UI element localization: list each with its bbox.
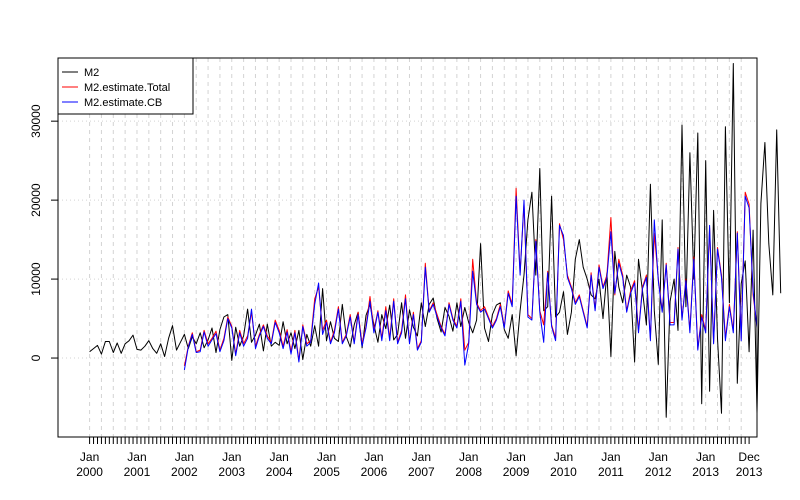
legend-box [57,57,194,115]
x-tick-label-month: Jan [222,450,241,464]
legend-label: M2.estimate.CB [84,97,162,109]
x-tick-label-month: Jan [127,450,146,464]
x-tick-label-year: 2010 [550,465,577,479]
x-tick-label-year: 2000 [76,465,103,479]
y-axis: 0 10000 20000 30000 [29,104,59,361]
x-axis: Jan2000Jan2001Jan2002Jan2003Jan2004Jan20… [76,436,763,479]
x-tick-label-month: Jan [269,450,288,464]
x-tick-label-month: Jan [506,450,525,464]
x-tick-label-year: 2011 [598,465,624,479]
y-tick-label: 30000 [29,104,43,138]
x-tick-label-year: 2013 [692,465,719,479]
x-tick-label-month: Jan [696,450,715,464]
x-tick-label-month: Jan [175,450,194,464]
x-tick-label-year: 2008 [455,465,482,479]
x-tick-label-year: 2009 [503,465,530,479]
series-line-m2-estimate-cb [183,195,758,370]
x-tick-label-year: 2012 [645,465,672,479]
x-tick-label-month: Jan [364,450,383,464]
x-tick-label-month: Jan [317,450,336,464]
legend: M2 M2.estimate.Total M2.estimate.CB [57,57,194,115]
x-tick-label-month: Jan [80,450,99,464]
x-tick-label-month: Dec [738,450,759,464]
x-tick-label-year: 2001 [124,465,151,479]
x-tick-label-year: 2013 [736,465,763,479]
legend-label: M2 [84,67,99,79]
x-tick-label-year: 2006 [361,465,388,479]
series-layer [89,63,782,418]
series-line-m2 [89,63,782,418]
x-tick-label-month: Jan [649,450,668,464]
x-tick-label-month: Jan [554,450,573,464]
x-tick-label-year: 2003 [218,465,245,479]
x-tick-label-month: Jan [412,450,431,464]
x-tick-label-month: Jan [601,450,620,464]
legend-label: M2.estimate.Total [84,82,170,94]
x-tick-label-month: Jan [459,450,478,464]
grid-layer [58,58,757,437]
x-tick-label-year: 2005 [313,465,340,479]
x-tick-label-year: 2002 [171,465,198,479]
y-tick-label: 10000 [29,262,43,296]
x-tick-label-year: 2004 [266,465,293,479]
x-tick-label-year: 2007 [408,465,435,479]
y-tick-label: 20000 [29,183,43,217]
y-tick-label: 0 [29,354,43,361]
